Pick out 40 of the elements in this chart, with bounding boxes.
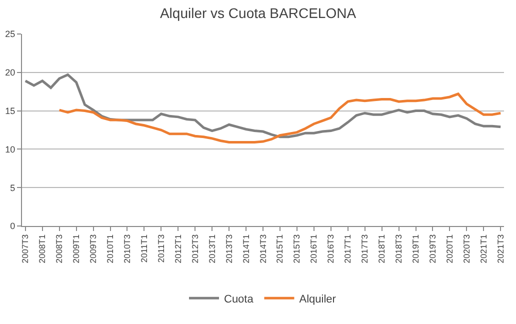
legend-label: Alquiler — [299, 293, 336, 306]
y-tick-label: 10 — [5, 144, 16, 154]
x-tick-label: 2020T3 — [461, 234, 472, 264]
y-tick-label: 5 — [10, 182, 16, 193]
y-tick-label: 0 — [10, 221, 16, 232]
y-tick-label: 25 — [5, 29, 16, 40]
x-tick-label: 2015T1 — [274, 234, 285, 264]
x-tick-label: 2015T3 — [292, 234, 302, 264]
x-tick-label: 2012T3 — [190, 234, 200, 264]
x-tick-label: 2014T1 — [240, 234, 251, 264]
x-tick-label: 2014T3 — [258, 234, 268, 264]
x-tick-label: 2016T1 — [308, 234, 319, 264]
x-tick-label: 2009T3 — [88, 234, 98, 264]
x-tick-label: 2012T1 — [172, 234, 183, 264]
x-tick-label: 2021T3 — [495, 234, 506, 264]
legend-label: Cuota — [224, 293, 254, 306]
line-series — [58, 92, 502, 144]
x-tick-label: 2013T1 — [206, 234, 217, 264]
x-tick-label: 2018T1 — [376, 234, 387, 264]
x-tick-label: 2017T3 — [360, 234, 370, 264]
x-tick-label: 2019T1 — [410, 234, 421, 264]
x-tick-label: 2009T1 — [71, 234, 82, 264]
y-tick-label: 15 — [5, 106, 16, 116]
x-tick-label: 2008T1 — [37, 234, 48, 264]
x-tick-label: 2013T3 — [224, 234, 234, 264]
x-tick-label: 2010T1 — [105, 234, 116, 264]
y-tick-label: 20 — [5, 68, 16, 78]
x-tick-label: 2008T3 — [54, 234, 64, 264]
x-tick-label: 2019T3 — [427, 234, 438, 264]
x-tick-label: 2020T1 — [444, 234, 454, 264]
x-tick-label: 2021T1 — [478, 234, 488, 264]
chart-title: Alquiler vs Cuota BARCELONA — [160, 4, 357, 21]
x-tick-label: 2016T3 — [326, 234, 336, 264]
x-tick-label: 2007T3 — [20, 234, 30, 264]
x-tick-label: 2017T1 — [342, 234, 353, 264]
line-series — [24, 73, 502, 138]
x-tick-label: 2010T3 — [122, 234, 132, 264]
x-tick-label: 2018T3 — [394, 234, 404, 264]
x-tick-label: 2011T3 — [156, 234, 166, 263]
x-tick-label: 2011T1 — [138, 234, 149, 263]
